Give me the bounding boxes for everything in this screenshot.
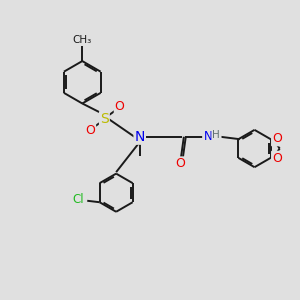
Text: O: O <box>85 124 95 137</box>
Text: O: O <box>115 100 124 113</box>
Text: O: O <box>272 152 282 165</box>
Text: CH₃: CH₃ <box>73 35 92 45</box>
Text: N: N <box>134 130 145 144</box>
Text: O: O <box>272 132 282 146</box>
Text: H: H <box>212 130 220 140</box>
Text: O: O <box>176 157 185 170</box>
Text: N: N <box>204 130 212 143</box>
Text: S: S <box>100 112 109 126</box>
Text: Cl: Cl <box>73 194 84 206</box>
Text: NH: NH <box>203 130 220 143</box>
